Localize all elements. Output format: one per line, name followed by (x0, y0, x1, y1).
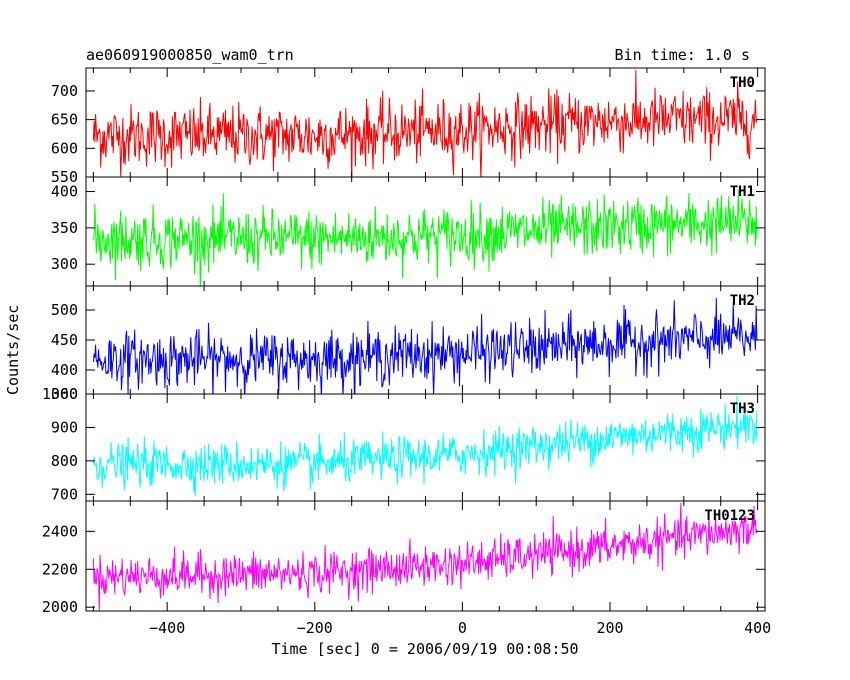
series-line-th3 (92, 395, 758, 497)
series-line-th0 (92, 69, 758, 177)
y-tick-label-th3: 800 (51, 452, 78, 470)
y-tick-label-th2: 450 (51, 331, 78, 349)
x-tick-label: −200 (297, 619, 333, 637)
y-tick-label-th3: 900 (51, 418, 78, 436)
y-tick-label-th1: 300 (51, 255, 78, 273)
y-tick-label-th0: 700 (51, 82, 78, 100)
y-tick-label-th3: 700 (51, 485, 78, 503)
y-tick-label-th2: 360 (51, 385, 78, 403)
y-tick-label-th0123: 2400 (42, 522, 78, 540)
panel-label-th0123: TH0123 (704, 508, 755, 524)
chart-title: ae060919000850_wam0_trn (86, 46, 294, 64)
y-tick-label-th0: 600 (51, 139, 78, 157)
panel-label-th2: TH2 (730, 293, 755, 309)
series-line-th1 (92, 189, 758, 286)
y-tick-label-th3: 1000 (42, 385, 78, 403)
x-tick-label: −400 (149, 619, 185, 637)
panel-label-th0: TH0 (730, 75, 755, 91)
bin-time-label: Bin time: 1.0 s (614, 46, 750, 64)
x-axis-label: Time [sec] 0 = 2006/09/19 00:08:50 (271, 640, 579, 658)
y-tick-label-th0123: 2200 (42, 560, 78, 578)
panel-frame-th2 (85, 285, 766, 395)
y-tick-label-th2: 500 (51, 301, 78, 319)
x-tick-label: 200 (596, 619, 623, 637)
panel-label-th1: TH1 (730, 184, 755, 200)
y-tick-label-th2: 400 (51, 361, 78, 379)
y-tick-label-th0: 650 (51, 111, 78, 129)
x-tick-label: 0 (458, 619, 467, 637)
y-tick-label-th1: 350 (51, 219, 78, 237)
x-tick-label: 400 (744, 619, 771, 637)
y-axis-label: Counts/sec (4, 304, 22, 395)
y-tick-label-th0: 550 (51, 168, 78, 186)
series-line-th2 (92, 297, 758, 394)
y-tick-label-th0123: 2000 (42, 598, 78, 616)
series-line-th0123 (92, 502, 758, 611)
panel-label-th3: TH3 (730, 401, 755, 417)
y-tick-label-th1: 400 (51, 183, 78, 201)
